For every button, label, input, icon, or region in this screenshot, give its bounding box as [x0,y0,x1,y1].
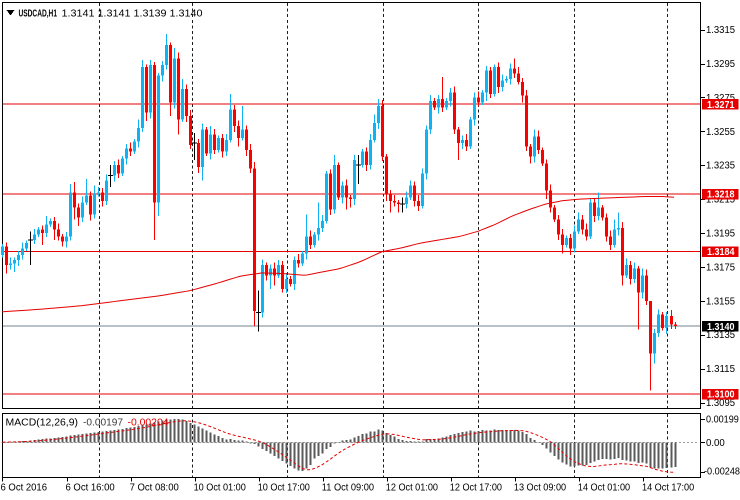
svg-text:0.00199: 0.00199 [706,414,739,425]
svg-text:1.3255: 1.3255 [706,127,735,138]
svg-text:14 Oct 01:00: 14 Oct 01:00 [578,483,631,494]
svg-text:USDCAD,H1: USDCAD,H1 [19,8,58,19]
svg-text:1.3141 1.3141 1.3139 1.3140: 1.3141 1.3141 1.3139 1.3140 [62,8,203,19]
svg-text:MACD(12,26,9): MACD(12,26,9) [6,418,79,429]
svg-text:12 Oct 17:00: 12 Oct 17:00 [450,483,503,494]
svg-text:6 Oct 16:00: 6 Oct 16:00 [66,483,116,494]
svg-text:1.3295: 1.3295 [706,59,735,70]
svg-text:12 Oct 01:00: 12 Oct 01:00 [386,483,439,494]
svg-text:14 Oct 17:00: 14 Oct 17:00 [642,483,695,494]
svg-text:6 Oct 2016: 6 Oct 2016 [1,483,48,494]
svg-text:1.3184: 1.3184 [707,247,735,258]
svg-text:1.3100: 1.3100 [707,390,735,401]
svg-text:1.3275: 1.3275 [706,93,735,104]
svg-text:13 Oct 09:00: 13 Oct 09:00 [514,483,567,494]
svg-text:1.3271: 1.3271 [707,100,735,111]
svg-text:1.3218: 1.3218 [707,190,735,201]
svg-text:-0.00204: -0.00204 [128,418,170,429]
svg-text:-0.00197: -0.00197 [83,418,123,429]
svg-text:1.3195: 1.3195 [706,229,735,240]
svg-text:0.00: 0.00 [706,438,725,449]
svg-text:1.3115: 1.3115 [706,364,735,375]
svg-text:7 Oct 08:00: 7 Oct 08:00 [130,483,180,494]
svg-text:1.3140: 1.3140 [707,322,735,333]
svg-text:10 Oct 01:00: 10 Oct 01:00 [194,483,247,494]
svg-text:10 Oct 17:00: 10 Oct 17:00 [258,483,311,494]
svg-text:11 Oct 09:00: 11 Oct 09:00 [322,483,375,494]
svg-text:1.3135: 1.3135 [706,330,735,341]
svg-text:1.3235: 1.3235 [706,161,735,172]
svg-text:1.3215: 1.3215 [706,195,735,206]
svg-text:1.3175: 1.3175 [706,262,735,273]
svg-text:-0.00248: -0.00248 [704,467,740,478]
svg-text:1.3155: 1.3155 [706,296,735,307]
svg-text:1.3315: 1.3315 [706,25,735,36]
svg-text:1.3095: 1.3095 [706,398,735,409]
